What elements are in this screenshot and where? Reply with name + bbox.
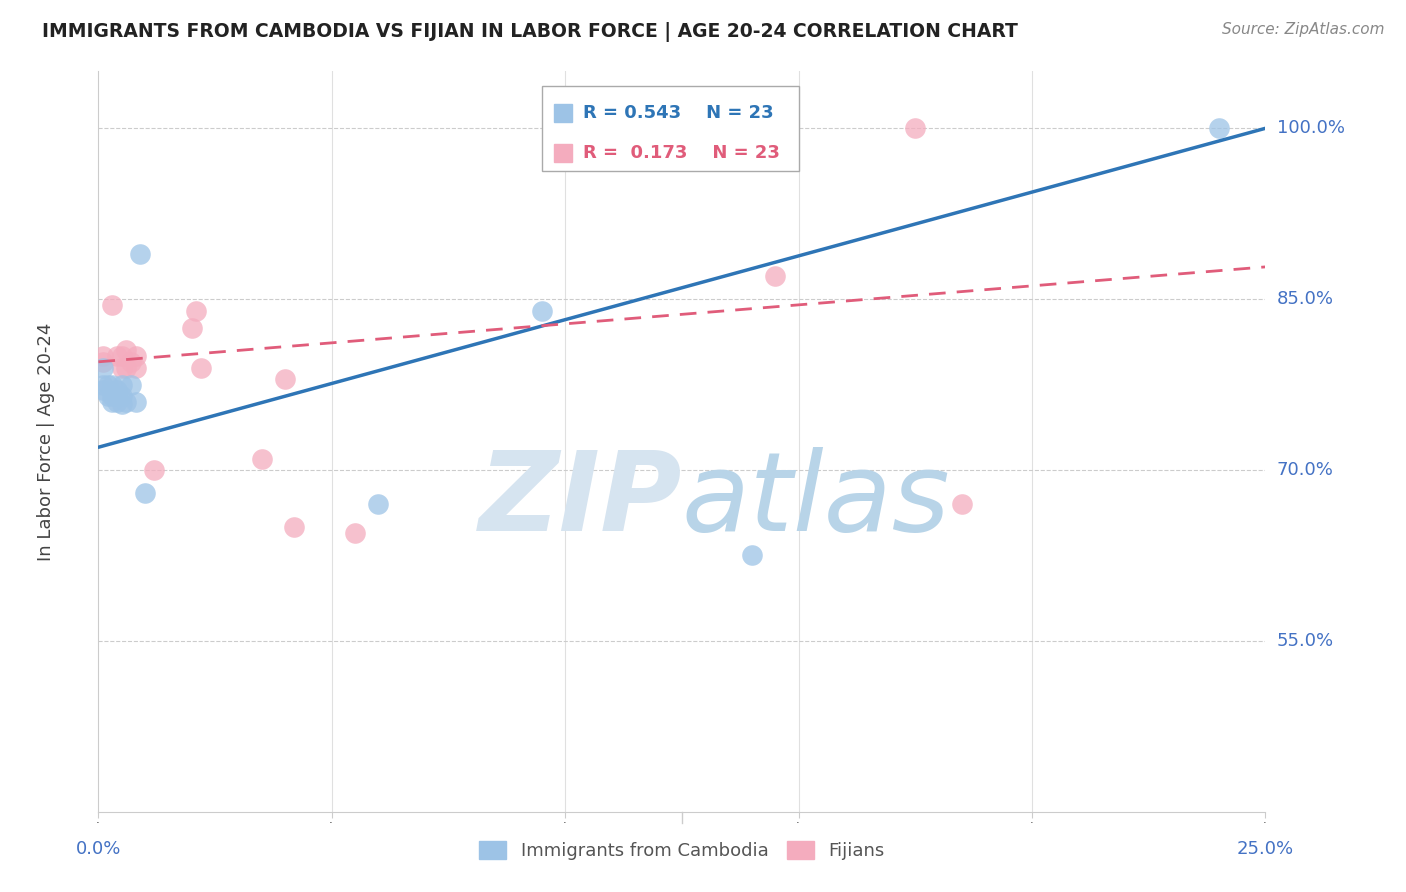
Point xyxy=(367,497,389,511)
Point xyxy=(91,355,114,369)
Point xyxy=(125,394,148,409)
Point xyxy=(1208,121,1230,136)
Point xyxy=(91,377,114,392)
Point xyxy=(97,377,120,392)
Point xyxy=(180,320,202,334)
Point xyxy=(125,349,148,363)
Point xyxy=(125,360,148,375)
Point xyxy=(111,349,134,363)
FancyBboxPatch shape xyxy=(541,87,799,171)
Text: 55.0%: 55.0% xyxy=(1277,632,1334,650)
Point xyxy=(101,394,124,409)
Text: 0.0%: 0.0% xyxy=(76,840,121,858)
Point xyxy=(111,397,134,411)
Point xyxy=(91,360,114,375)
Text: atlas: atlas xyxy=(682,447,950,554)
Text: 25.0%: 25.0% xyxy=(1237,840,1294,858)
Point xyxy=(344,525,367,540)
Point xyxy=(91,384,114,398)
Point xyxy=(250,451,273,466)
Point xyxy=(101,389,124,403)
Point xyxy=(101,298,124,312)
Point xyxy=(120,355,142,369)
Point xyxy=(115,343,138,358)
Point xyxy=(115,394,138,409)
Text: 70.0%: 70.0% xyxy=(1277,461,1333,479)
Legend: Immigrants from Cambodia, Fijians: Immigrants from Cambodia, Fijians xyxy=(471,832,893,870)
Point xyxy=(134,485,156,500)
Text: ZIP: ZIP xyxy=(478,447,682,554)
Point xyxy=(129,246,152,260)
Point xyxy=(111,389,134,403)
Text: 100.0%: 100.0% xyxy=(1277,120,1344,137)
Text: In Labor Force | Age 20-24: In Labor Force | Age 20-24 xyxy=(37,322,55,561)
Text: IMMIGRANTS FROM CAMBODIA VS FIJIAN IN LABOR FORCE | AGE 20-24 CORRELATION CHART: IMMIGRANTS FROM CAMBODIA VS FIJIAN IN LA… xyxy=(42,22,1018,42)
Point xyxy=(143,463,166,477)
Point xyxy=(274,372,297,386)
Text: 85.0%: 85.0% xyxy=(1277,290,1333,308)
Point xyxy=(105,394,128,409)
Point xyxy=(91,349,114,363)
Point xyxy=(105,384,128,398)
Point xyxy=(186,303,208,318)
Text: Source: ZipAtlas.com: Source: ZipAtlas.com xyxy=(1222,22,1385,37)
Point xyxy=(763,269,786,284)
Point xyxy=(578,121,600,136)
Text: R =  0.173    N = 23: R = 0.173 N = 23 xyxy=(582,144,779,161)
Point xyxy=(904,121,927,136)
Point xyxy=(190,360,212,375)
Point xyxy=(111,377,134,392)
Point xyxy=(530,303,553,318)
Point xyxy=(105,349,128,363)
Point xyxy=(101,377,124,392)
Point xyxy=(120,377,142,392)
Point xyxy=(97,389,120,403)
Point xyxy=(115,360,138,375)
Point xyxy=(741,549,763,563)
Point xyxy=(950,497,973,511)
Point xyxy=(111,360,134,375)
Point xyxy=(283,520,305,534)
Text: R = 0.543    N = 23: R = 0.543 N = 23 xyxy=(582,104,773,122)
Point xyxy=(105,389,128,403)
